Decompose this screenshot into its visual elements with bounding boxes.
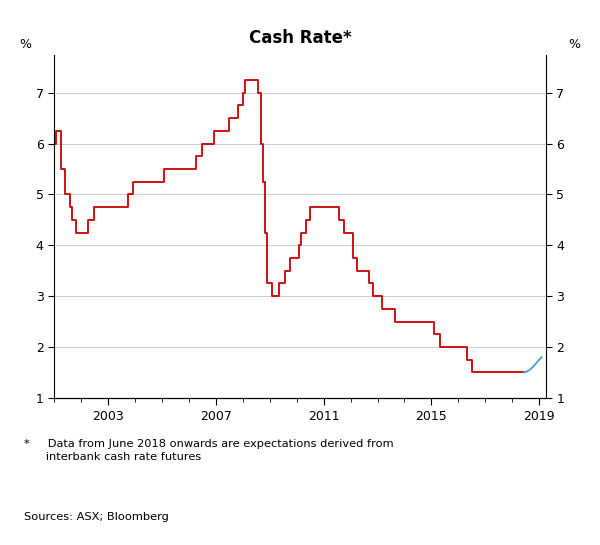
Text: %: % [20, 38, 32, 51]
Text: *     Data from June 2018 onwards are expectations derived from
      interbank : * Data from June 2018 onwards are expect… [24, 439, 394, 462]
Text: Sources: ASX; Bloomberg: Sources: ASX; Bloomberg [24, 512, 169, 522]
Text: %: % [568, 38, 580, 51]
Title: Cash Rate*: Cash Rate* [248, 29, 352, 47]
